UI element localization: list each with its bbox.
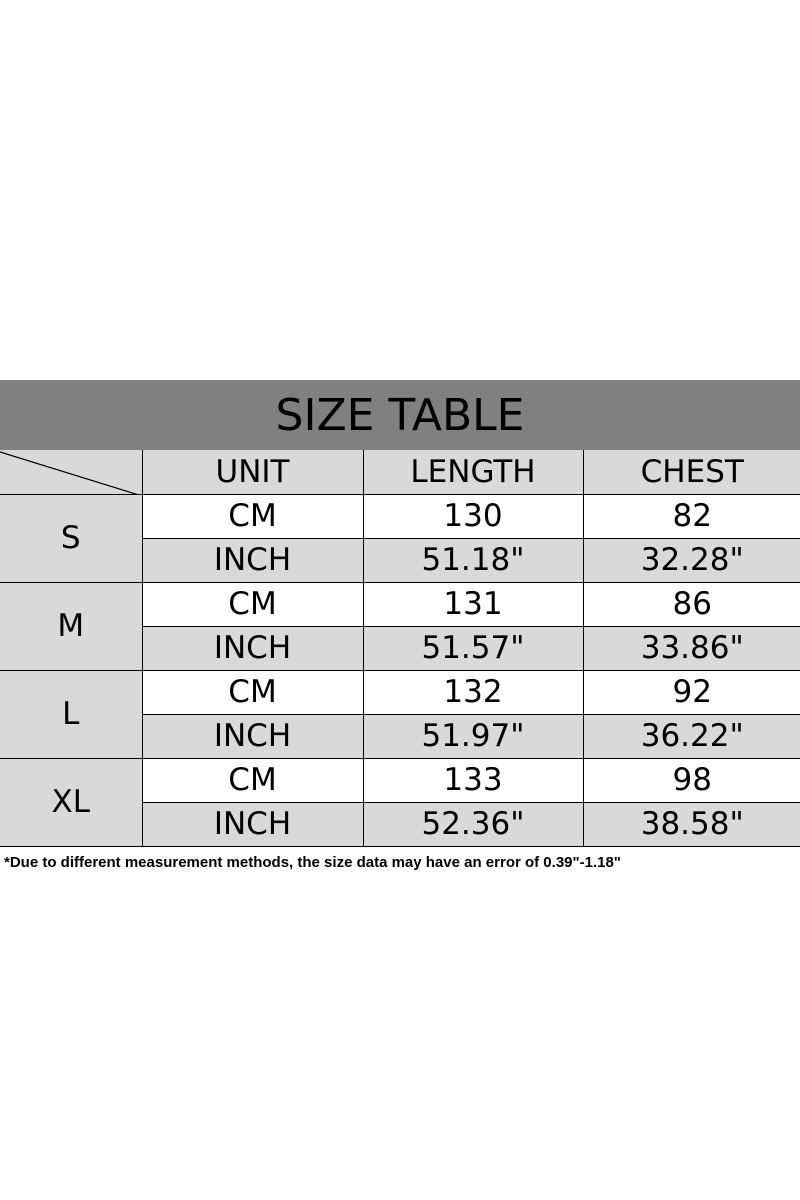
size-label: XL <box>0 758 143 847</box>
diagonal-line <box>0 451 136 494</box>
table-row: XL CM 133 98 <box>0 758 800 847</box>
table-row: INCH 51.18" 32.28" <box>0 538 800 583</box>
table-row: S CM 130 82 <box>0 494 800 583</box>
unit-cell: INCH <box>141 626 364 671</box>
table-row: M CM 131 86 <box>0 582 800 671</box>
size-table-title: SIZE TABLE <box>0 380 800 450</box>
unit-cell: CM <box>141 670 364 715</box>
chest-cell: 86 <box>582 582 800 627</box>
chest-cell: 82 <box>582 494 800 539</box>
unit-cell: CM <box>141 758 364 803</box>
size-label: S <box>0 494 143 583</box>
measurement-note: *Due to different measurement methods, t… <box>4 854 621 871</box>
header-unit: UNIT <box>141 450 364 495</box>
table-row: INCH 51.57" 33.86" <box>0 626 800 671</box>
length-cell: 132 <box>362 670 584 715</box>
unit-cell: INCH <box>141 714 364 759</box>
length-cell: 133 <box>362 758 584 803</box>
header-chest: CHEST <box>582 450 800 495</box>
header-row: UNIT LENGTH CHEST <box>0 450 800 495</box>
unit-cell: CM <box>141 582 364 627</box>
chest-cell: 36.22" <box>582 714 800 759</box>
chest-cell: 33.86" <box>582 626 800 671</box>
length-cell: 51.18" <box>362 538 584 583</box>
unit-cell: CM <box>141 494 364 539</box>
chest-cell: 92 <box>582 670 800 715</box>
unit-cell: INCH <box>141 802 364 847</box>
length-cell: 130 <box>362 494 584 539</box>
size-label: L <box>0 670 143 759</box>
header-length: LENGTH <box>362 450 584 495</box>
length-cell: 131 <box>362 582 584 627</box>
length-cell: 51.57" <box>362 626 584 671</box>
size-label: M <box>0 582 143 671</box>
size-table: UNIT LENGTH CHEST S CM 130 82 INCH 51.18" 32.2… <box>0 450 800 847</box>
table-row: L CM 132 92 <box>0 670 800 759</box>
table-row: INCH 52.36" 38.58" <box>0 802 800 847</box>
length-cell: 51.97" <box>362 714 584 759</box>
table-row: INCH 51.97" 36.22" <box>0 714 800 759</box>
corner-cell <box>0 450 143 495</box>
chest-cell: 98 <box>582 758 800 803</box>
chest-cell: 32.28" <box>582 538 800 583</box>
unit-cell: INCH <box>141 538 364 583</box>
chest-cell: 38.58" <box>582 802 800 847</box>
length-cell: 52.36" <box>362 802 584 847</box>
